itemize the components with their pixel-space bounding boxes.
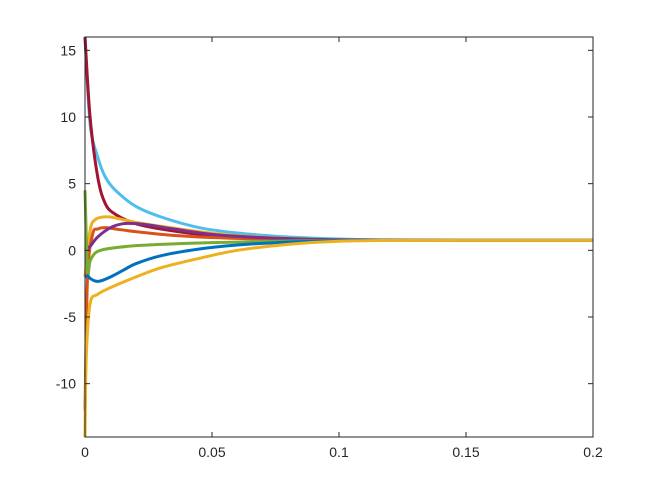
x-axis-ticks: 0 0.05 0.1 0.15 0.2 — [81, 37, 603, 460]
series-layer — [83, 36, 594, 438]
x-tick-label: 0.15 — [452, 444, 479, 460]
y-tick-label: 10 — [60, 109, 76, 125]
y-tick-label: 0 — [68, 242, 76, 258]
series-line-8 — [83, 238, 594, 438]
y-tick-label: -10 — [56, 376, 76, 392]
y-tick-label: 5 — [68, 176, 76, 192]
x-tick-label: 0 — [81, 444, 89, 460]
y-axis-ticks: -10 -5 0 5 10 15 — [56, 42, 593, 392]
y-tick-label: -5 — [64, 309, 77, 325]
x-tick-label: 0.2 — [583, 444, 603, 460]
plot-background — [85, 37, 593, 437]
x-tick-label: 0.05 — [198, 444, 225, 460]
y-tick-label: 15 — [60, 42, 76, 58]
x-tick-label: 0.1 — [329, 444, 349, 460]
